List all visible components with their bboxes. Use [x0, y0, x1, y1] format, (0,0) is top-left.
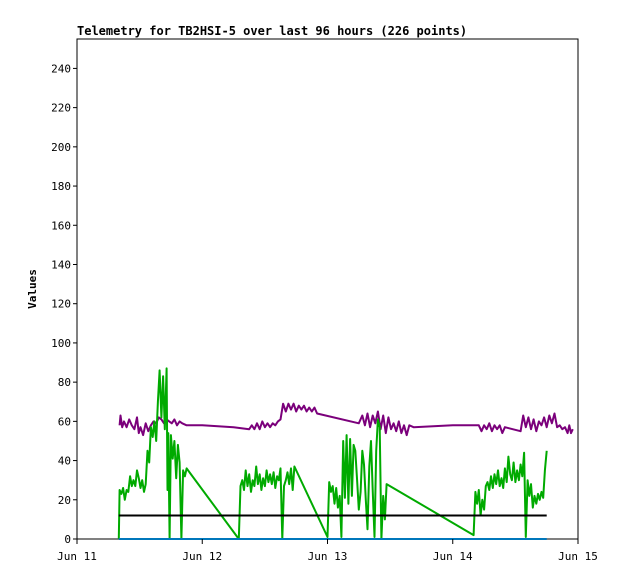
y-tick-label: 40	[58, 455, 71, 468]
chart-title: Telemetry for TB2HSI-5 over last 96 hour…	[77, 24, 467, 38]
x-tick-label: Jun 11	[57, 550, 97, 563]
y-tick-label: 240	[51, 62, 71, 75]
x-axis-ticks: Jun 11 Jun 12 Jun 13 Jun 14 Jun 15	[57, 539, 598, 563]
y-tick-label: 180	[51, 180, 71, 193]
y-tick-label: 80	[58, 376, 71, 389]
series-layer	[117, 367, 574, 540]
x-tick-label: Jun 12	[182, 550, 222, 563]
y-tick-label: 0	[64, 533, 71, 546]
y-tick-label: 120	[51, 298, 71, 311]
x-tick-label: Jun 14	[433, 550, 473, 563]
y-tick-label: 20	[58, 494, 71, 507]
y-axis-label: Values	[26, 269, 39, 309]
y-axis-ticks: 0 20 40 60 80 100 120 140 160 180 200 220 240	[51, 62, 77, 546]
y-tick-label: 100	[51, 337, 71, 350]
series-line-1	[118, 402, 574, 437]
series-line-2	[117, 367, 548, 540]
y-tick-label: 220	[51, 102, 71, 115]
y-tick-label: 60	[58, 415, 71, 428]
y-tick-label: 160	[51, 219, 71, 232]
x-tick-label: Jun 15	[558, 550, 598, 563]
y-tick-label: 140	[51, 258, 71, 271]
y-tick-label: 200	[51, 141, 71, 154]
x-tick-label: Jun 13	[308, 550, 348, 563]
plot-area-frame	[76, 38, 579, 540]
